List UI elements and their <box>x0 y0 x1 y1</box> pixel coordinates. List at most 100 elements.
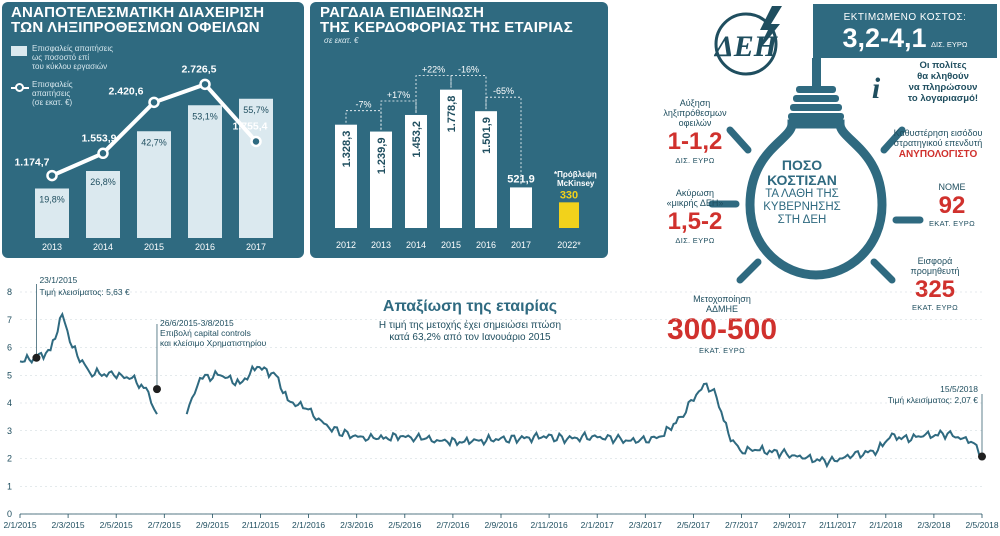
note-line-2: θα κληθούν <box>917 71 969 82</box>
stock-ytick-2: 2 <box>7 454 12 464</box>
profit-bar-2012 <box>335 124 357 228</box>
stock-title: Απαξίωση της εταιρίας <box>382 298 558 315</box>
profit-year-2012: 2012 <box>336 240 356 250</box>
stock-ytick-4: 4 <box>7 398 12 408</box>
debt-panel: ΑΝΑΠΟΤΕΛΕΣΜΑΤΙΚΗ ΔΙΑΧΕΙΡΙΣΗ ΤΩΝ ΛΗΞΙΠΡΟΘ… <box>2 2 304 258</box>
bulb-socket-4 <box>788 113 844 120</box>
profit-year-2015: 2015 <box>441 240 461 250</box>
cost-debt-label-3: οφειλών <box>678 118 712 128</box>
bulb-title-4: ΚΥΒΕΡΝΗΣΗΣ <box>763 201 841 213</box>
stock-xtick-1: 2/3/2015 <box>52 520 85 530</box>
debt-legend-line-3: (σε εκατ. €) <box>32 98 73 107</box>
debt-point-2017 <box>250 135 262 148</box>
profit-bar-label-2015: 1.778,8 <box>446 96 458 133</box>
bulb-title: ΠΟΣΟ ΚΟΣΤΙΣΑΝ ΤΑ ΛΑΘΗ ΤΗΣ ΚΥΒΕΡΝΗΣΗΣ ΣΤΗ… <box>748 158 856 227</box>
debt-bar-label-2014: 26,8% <box>90 177 116 187</box>
cost-small-dei-label-1: Ακύρωση <box>675 188 715 198</box>
ann1-date: 23/1/2015 <box>39 275 77 285</box>
cost-debt-unit: ΔΙΣ. ΕΥΡΩ <box>675 156 715 165</box>
info-icon: i <box>872 72 881 105</box>
ray-1 <box>726 126 752 154</box>
stock-xtick-14: 2/5/2017 <box>677 520 710 530</box>
debt-bar-label-2017: 55,7% <box>243 105 269 115</box>
profit-bar-label-2012: 1.328,3 <box>341 131 353 168</box>
cost-nome-label: ΝΟΜΕ <box>938 182 966 192</box>
forecast-label-2: McKinsey <box>557 179 595 188</box>
ray-6 <box>870 258 896 284</box>
stock-xtick-7: 2/3/2016 <box>340 520 373 530</box>
ann2-text-2: και κλείσιμο Χρηματιστηρίου <box>160 338 267 348</box>
debt-bar-2014 <box>86 171 120 238</box>
stock-line-segment-1 <box>185 364 983 469</box>
profit-change-1: +17% <box>387 90 410 100</box>
debt-legend-bar-swatch <box>11 46 27 56</box>
stock-ytick-6: 6 <box>7 343 12 353</box>
bulb-socket-2 <box>793 95 839 102</box>
debt-legend-bar-3: του κύκλου εργασιών <box>32 62 108 71</box>
profit-title-2: ΤΗΣ ΚΕΡΔΟΦΟΡΙΑΣ ΤΗΣ ΕΤΑΙΡΙΑΣ <box>320 19 573 36</box>
debt-chart: 19,8% 2013 26,8% 2014 42,7% 2015 53,1% 2016 55,7… <box>14 63 273 252</box>
cost-unit: ΔΙΣ. ΕΥΡΩ <box>931 40 968 49</box>
ann3-date: 15/5/2018 <box>940 384 978 394</box>
stock-xtick-13: 2/3/2017 <box>629 520 662 530</box>
stock-subtitle-1: Η τιμή της μετοχής έχει σημειώσει πτώση <box>378 320 562 331</box>
profit-year-2014: 2014 <box>406 240 426 250</box>
ray-2 <box>880 126 906 154</box>
debt-point-2014 <box>97 147 109 160</box>
profit-change-3: -16% <box>458 65 479 75</box>
stock-xtick-3: 2/7/2015 <box>148 520 181 530</box>
cost-admie-value: 300-500 <box>666 313 778 346</box>
stock-xtick-18: 2/1/2018 <box>869 520 902 530</box>
stock-xtick-16: 2/9/2017 <box>773 520 806 530</box>
debt-point-label-2017: 1.755,4 <box>232 120 267 132</box>
cost-admie-label-2: ΑΔΜΗΕ <box>705 304 738 314</box>
profit-change-bracket-4 <box>485 96 522 186</box>
debt-bar-label-2016: 53,1% <box>192 111 218 121</box>
profit-change-bracket-3 <box>450 75 487 110</box>
stock-ytick-0: 0 <box>7 509 12 519</box>
ann2-dot <box>152 385 161 394</box>
debt-point-label-2016: 2.726,5 <box>181 63 216 75</box>
profit-bar-2017 <box>510 187 532 228</box>
bulb-title-1: ΠΟΣΟ <box>781 157 823 173</box>
bulb-cord <box>812 58 821 88</box>
debt-legend-line-1: Επισφαλείς <box>32 80 73 89</box>
cost-nome: ΝΟΜΕ 92 ΕΚΑΤ. ΕΥΡΩ <box>914 182 990 228</box>
debt-legend-bar-2: ως ποσοστό επί <box>32 53 90 62</box>
debt-bar-2017 <box>239 98 273 238</box>
stock-line-segment-0 <box>19 311 158 415</box>
profit-chart: 2012 1.328,3 2013 1.239,9 2014 1.453,2 2015 1.7… <box>335 65 581 250</box>
cost-nome-unit: ΕΚΑΤ. ΕΥΡΩ <box>929 219 975 228</box>
bulb-title-2: ΚΟΣΤΙΣΑΝ <box>767 172 837 188</box>
cost-delay-label-2: στρατηγικού επενδυτή <box>893 138 983 148</box>
cost-value: 3,2-4,1 <box>842 23 927 53</box>
citizens-note: Οι πολίτες θα κληθούν να πληρώσουν το λο… <box>888 60 998 104</box>
stock-xtick-0: 2/1/2015 <box>3 520 36 530</box>
ann1-text: Τιμή κλεισίματος: 5,63 € <box>39 287 130 297</box>
cost-admie: Μετοχοποίηση ΑΔΜΗΕ 300-500 ΕΚΑΤ. ΕΥΡΩ <box>660 294 784 355</box>
cost-debt-label-1: Αύξηση <box>679 98 711 108</box>
cost-debt: Αύξηση ληξιπρόθεσμων οφειλών 1-1,2 ΔΙΣ. … <box>650 98 740 165</box>
debt-point-2015 <box>148 96 160 109</box>
stock-xtick-19: 2/3/2018 <box>917 520 950 530</box>
cost-supplier-unit: ΕΚΑΤ. ΕΥΡΩ <box>912 303 958 312</box>
profit-bar-label-2013: 1.239,9 <box>376 138 388 175</box>
profit-year-2013: 2013 <box>371 240 391 250</box>
debt-bar-label-2013: 19,8% <box>39 195 65 205</box>
profit-bar-2013 <box>370 131 392 228</box>
cost-supplier: Εισφορά προμηθευτή 325 ΕΚΑΤ. ΕΥΡΩ <box>890 256 980 312</box>
debt-year-2016: 2016 <box>195 242 215 252</box>
debt-bar-2016 <box>188 105 222 238</box>
debt-year-2015: 2015 <box>144 242 164 252</box>
stock-xtick-4: 2/9/2015 <box>196 520 229 530</box>
bulb-socket-1 <box>796 86 836 93</box>
profit-panel: ΡΑΓΔΑΙΑ ΕΠΙΔΕΙΝΩΣΗ ΤΗΣ ΚΕΡΔΟΦΟΡΙΑΣ ΤΗΣ Ε… <box>310 2 608 258</box>
stock-xtick-15: 2/7/2017 <box>725 520 758 530</box>
cost-label: ΕΚΤΙΜΩΜΕΝΟ ΚΟΣΤΟΣ: <box>843 12 967 23</box>
stock-xtick-20: 2/5/2018 <box>965 520 998 530</box>
profit-bar-label-2016: 1.501,9 <box>481 117 493 154</box>
ann1-dot <box>32 353 41 362</box>
debt-bar-2015 <box>137 131 171 238</box>
stock-xtick-11: 2/11/2016 <box>531 520 568 530</box>
profit-year-2016: 2016 <box>476 240 496 250</box>
